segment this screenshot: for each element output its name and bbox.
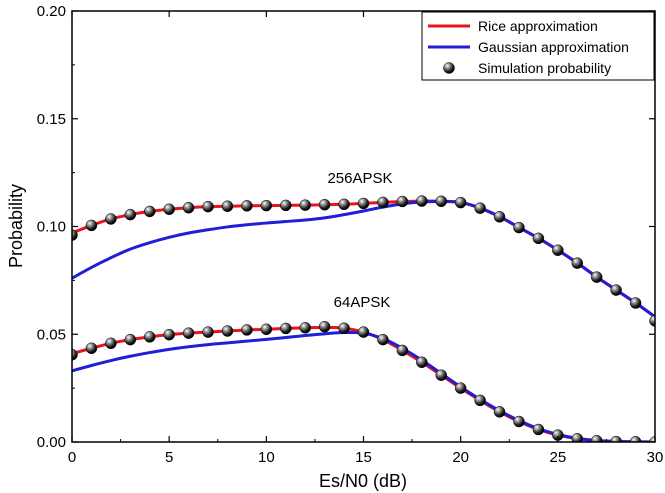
data-point-256apsk [493, 211, 506, 223]
marker-layer [72, 195, 655, 442]
data-point-64apsk [435, 369, 447, 381]
data-point-256apsk [649, 315, 655, 327]
data-point-64apsk [338, 322, 350, 334]
data-point-256apsk [299, 199, 311, 211]
data-point-256apsk [72, 229, 78, 241]
data-point-256apsk [590, 271, 603, 283]
y-tick-label: 0.15 [37, 111, 66, 128]
data-point-256apsk [552, 244, 564, 256]
data-point-64apsk [357, 326, 370, 338]
y-tick-label: 0.20 [37, 3, 66, 20]
data-point-64apsk [105, 337, 117, 350]
data-point-256apsk [241, 200, 253, 212]
tick-layer: 0 5 10 15 20 25 30 0.00 0.05 0.10 0.15 0.20 [37, 3, 664, 466]
data-point-256apsk [163, 203, 175, 216]
data-point-256apsk [124, 208, 137, 221]
data-point-256apsk [532, 232, 545, 245]
data-point-64apsk [202, 326, 214, 338]
data-point-64apsk [590, 434, 603, 442]
data-point-64apsk [454, 382, 467, 394]
legend-label-simulation: Simulation probability [478, 60, 611, 76]
data-point-64apsk [318, 320, 331, 333]
data-point-64apsk [493, 406, 506, 418]
data-point-64apsk [299, 322, 311, 334]
data-point-64apsk [143, 331, 156, 343]
data-point-256apsk [396, 195, 409, 208]
data-point-256apsk [610, 284, 622, 296]
data-point-256apsk [435, 195, 447, 208]
legend-item-gaussian: Gaussian approximation [428, 39, 629, 55]
x-tick-label: 30 [647, 449, 664, 466]
data-point-256apsk [280, 199, 292, 212]
legend-label-rice: Rice approximation [478, 18, 598, 34]
data-point-256apsk [416, 195, 428, 207]
data-point-256apsk [571, 257, 584, 269]
y-tick-label: 0.10 [37, 219, 66, 236]
data-point-64apsk [416, 356, 428, 369]
data-point-256apsk [338, 198, 350, 211]
data-point-256apsk [474, 202, 486, 214]
legend-item-rice: Rice approximation [428, 18, 598, 34]
legend: Rice approximation Gaussian approximatio… [421, 11, 655, 81]
y-tick-label: 0.05 [37, 326, 66, 343]
annotation-256apsk: 256APSK [327, 170, 392, 187]
data-point-64apsk [377, 333, 389, 346]
data-point-64apsk [85, 342, 98, 355]
x-axis-title: Es/N0 (dB) [319, 471, 407, 491]
y-tick-label: 0.00 [37, 434, 66, 451]
data-point-256apsk [85, 219, 98, 232]
data-point-64apsk [124, 333, 137, 346]
data-point-256apsk [143, 205, 156, 218]
data-point-256apsk [377, 196, 389, 209]
y-axis-title: Probability [6, 184, 26, 268]
x-tick-label: 0 [68, 449, 76, 466]
data-point-64apsk [280, 322, 292, 335]
data-point-256apsk [454, 196, 467, 209]
data-point-64apsk [260, 323, 273, 336]
data-point-256apsk [221, 200, 234, 212]
data-point-256apsk [629, 297, 642, 309]
series-layer [72, 199, 655, 442]
data-point-64apsk [474, 394, 486, 407]
data-point-64apsk [571, 433, 584, 442]
data-point-64apsk [513, 415, 525, 428]
data-point-64apsk [649, 436, 655, 442]
data-point-256apsk [105, 213, 117, 225]
x-tick-label: 20 [452, 449, 469, 466]
series-line-64apsk-rice [72, 325, 655, 442]
data-point-256apsk [357, 197, 370, 210]
data-point-256apsk [260, 199, 273, 212]
data-point-64apsk [221, 325, 234, 337]
data-point-64apsk [163, 328, 175, 341]
legend-item-simulation: Simulation probability [443, 60, 611, 76]
data-point-64apsk [396, 344, 409, 357]
x-tick-label: 15 [355, 449, 372, 466]
legend-swatch-simulation [443, 62, 455, 74]
data-point-64apsk [182, 327, 195, 339]
data-point-64apsk [532, 423, 545, 436]
data-point-64apsk [241, 324, 253, 336]
data-point-256apsk [513, 221, 525, 234]
data-point-256apsk [182, 202, 195, 214]
x-tick-label: 5 [165, 449, 173, 466]
data-point-256apsk [318, 198, 331, 211]
data-point-256apsk [202, 200, 214, 213]
data-point-64apsk [72, 348, 78, 361]
x-tick-label: 25 [549, 449, 566, 466]
annotation-64apsk: 64APSK [334, 294, 391, 311]
series-line-64apsk-gaussian [72, 330, 655, 442]
legend-label-gaussian: Gaussian approximation [478, 39, 629, 55]
x-tick-label: 10 [258, 449, 275, 466]
